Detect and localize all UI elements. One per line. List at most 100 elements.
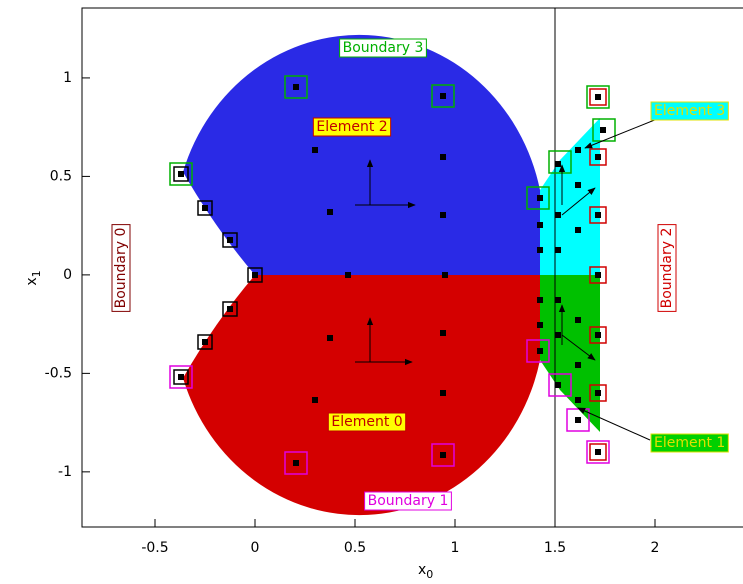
element-2 (183, 34, 540, 275)
node (440, 212, 446, 218)
boundary-marker (526, 186, 550, 210)
y-axis-label-base: x (24, 277, 40, 285)
boundary-marker (586, 85, 610, 109)
y-tick-label: 1 (63, 70, 72, 86)
annotation-text: Element 1 (654, 435, 725, 451)
node (595, 212, 601, 218)
node (575, 362, 581, 368)
annotation: Boundary 1 (364, 491, 452, 511)
node (440, 154, 446, 160)
boundary-marker (431, 84, 455, 108)
boundary-marker (284, 451, 308, 475)
boundary-marker (169, 365, 193, 389)
x-axis-label-sub: 0 (426, 568, 433, 581)
mesh (183, 8, 600, 527)
boundary-marker (284, 75, 308, 99)
annotation-text: Element 3 (654, 103, 725, 119)
boundary-marker (169, 162, 193, 186)
node (537, 222, 543, 228)
node (252, 272, 258, 278)
node (537, 322, 543, 328)
x-tick-label: 0 (251, 540, 260, 556)
node (555, 297, 561, 303)
node (595, 154, 601, 160)
annotation-box (650, 433, 729, 453)
annotation-box (364, 491, 452, 511)
node (312, 397, 318, 403)
node (595, 390, 601, 396)
boundary-marker (548, 373, 572, 397)
boundary-marker (589, 88, 607, 106)
node (595, 449, 601, 455)
node (537, 297, 543, 303)
boundary-marker (197, 334, 213, 350)
node (537, 247, 543, 253)
node (595, 94, 601, 100)
annotation-text: Boundary 0 (113, 228, 129, 309)
annotation: Element 0 (327, 412, 407, 432)
node (575, 397, 581, 403)
vector-arrow (561, 187, 596, 216)
annotation-text: Element 0 (331, 414, 402, 430)
node (440, 330, 446, 336)
y-tick-label: 0 (63, 267, 72, 283)
node (440, 390, 446, 396)
node (293, 84, 299, 90)
x-axis-label-base: x (418, 562, 426, 578)
node (595, 272, 601, 278)
annotation-box (327, 412, 407, 432)
annotation: Element 1 (650, 433, 729, 453)
boundary-marker (548, 150, 572, 174)
node (575, 417, 581, 423)
x-tick-label: 1.5 (544, 540, 566, 556)
annotation: Boundary 3 (339, 38, 427, 58)
node (202, 205, 208, 211)
node (442, 272, 448, 278)
node (555, 212, 561, 218)
node (202, 339, 208, 345)
annotation: Boundary 0 (111, 224, 131, 312)
node (595, 332, 601, 338)
annotation-box (111, 224, 131, 312)
boundary-marker (222, 232, 238, 248)
node (555, 247, 561, 253)
node (575, 147, 581, 153)
node (575, 227, 581, 233)
annotation-box (650, 101, 729, 121)
annotation-text: Boundary 2 (659, 228, 675, 309)
annotation-box (339, 38, 427, 58)
node (537, 348, 543, 354)
vector-arrow (577, 407, 651, 441)
node (178, 171, 184, 177)
annotation-text: Boundary 3 (343, 40, 424, 56)
element-0 (183, 275, 540, 516)
boundary-marker (592, 118, 616, 142)
node (537, 195, 543, 201)
annotation-box (657, 224, 677, 312)
boundary-marker (222, 301, 238, 317)
node (345, 272, 351, 278)
node (293, 460, 299, 466)
boundary-marker (586, 440, 610, 464)
node (555, 332, 561, 338)
annotation: Element 3 (650, 101, 729, 121)
node (555, 382, 561, 388)
axes-frame (81, 7, 743, 528)
x-tick-label: 2 (651, 540, 660, 556)
annotation-box (312, 117, 392, 137)
y-tick-label: 0.5 (50, 168, 72, 184)
node (327, 335, 333, 341)
boundary-marker (589, 206, 607, 224)
annotation: Boundary 2 (657, 224, 677, 312)
node (440, 452, 446, 458)
boundary-marker (197, 200, 213, 216)
boundary-marker (431, 443, 455, 467)
boundary-marker (589, 384, 607, 402)
node (575, 317, 581, 323)
node (555, 161, 561, 167)
boundary-marker (526, 339, 550, 363)
node (440, 93, 446, 99)
node (312, 147, 318, 153)
y-tick-label: -1 (58, 464, 72, 480)
